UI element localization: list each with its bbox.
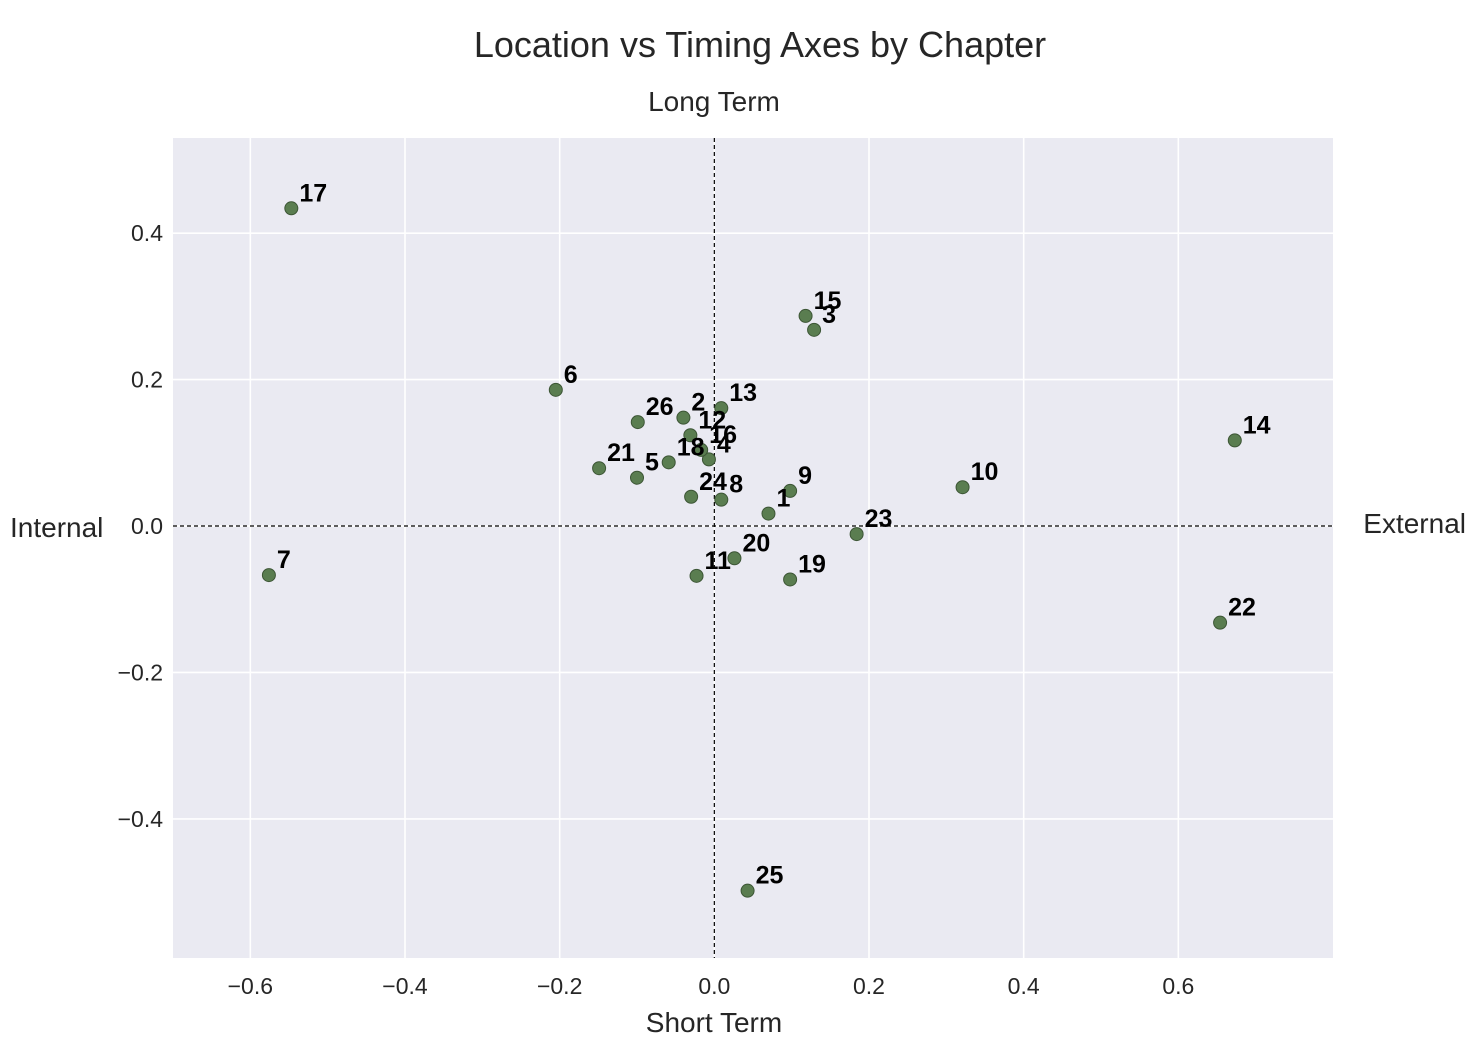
data-point: [714, 401, 729, 416]
point-label: 1: [776, 485, 790, 513]
reference-lines: [173, 138, 1333, 958]
point-label: 14: [1243, 411, 1271, 439]
point-label: 12: [698, 406, 726, 434]
y-tick-label: 0.2: [131, 367, 163, 393]
data-point: [783, 572, 798, 587]
point-label: 11: [705, 547, 732, 575]
x-tick-label: −0.6: [228, 973, 273, 999]
data-point: [661, 455, 676, 470]
top-axis-label: Long Term: [648, 86, 780, 117]
point-label: 7: [277, 546, 291, 574]
point-label: 22: [1228, 594, 1256, 622]
data-point: [676, 410, 691, 425]
data-point: [592, 461, 607, 476]
chart-title: Location vs Timing Axes by Chapter: [474, 24, 1046, 65]
y-tick-labels: −0.4 −0.2 0.0 0.2 0.4: [118, 220, 164, 832]
data-point: [740, 883, 755, 898]
data-point: [955, 480, 970, 495]
point-label: 9: [798, 462, 812, 490]
data-point: [630, 470, 644, 485]
x-tick-label: 0.0: [698, 973, 730, 999]
point-label: 19: [798, 550, 826, 578]
data-point: [1227, 433, 1242, 448]
data-point: [284, 201, 299, 216]
point-label: 5: [645, 449, 659, 477]
x-tick-label: −0.2: [537, 973, 582, 999]
data-point: [761, 506, 776, 521]
point-label: 24: [699, 468, 727, 496]
point-label: 23: [865, 505, 893, 533]
y-tick-label: 0.0: [131, 513, 163, 539]
data-point: [701, 452, 716, 467]
data-point: [714, 492, 729, 507]
point-label: 26: [646, 393, 674, 421]
point-label: 20: [742, 529, 770, 557]
x-axis-label: Short Term: [646, 1007, 782, 1038]
data-point: [807, 322, 822, 337]
point-label: 6: [564, 361, 578, 389]
data-point: [630, 415, 645, 430]
y-tick-label: −0.4: [118, 806, 164, 832]
x-tick-label: 0.4: [1008, 973, 1040, 999]
data-point: [261, 568, 276, 583]
x-tick-label: −0.4: [382, 973, 428, 999]
point-label: 17: [299, 179, 327, 207]
x-tick-label: 0.6: [1162, 973, 1194, 999]
point-label: 2: [691, 389, 705, 417]
point-label: 4: [717, 430, 731, 458]
data-point: [1213, 615, 1228, 630]
point-label: 3: [822, 301, 836, 329]
data-point: [548, 382, 563, 397]
y-tick-label: 0.4: [131, 220, 163, 246]
data-point: [689, 568, 704, 583]
point-label: 21: [607, 439, 635, 467]
point-label: 25: [756, 862, 784, 890]
point-label: 15: [814, 287, 842, 315]
data-point: [683, 428, 698, 443]
data-point: [849, 527, 864, 542]
point-label: 18: [677, 433, 705, 461]
x-tick-labels: −0.6 −0.4 −0.2 0.0 0.2 0.4 0.6: [228, 973, 1195, 999]
data-points: [261, 201, 1242, 898]
point-label: 16: [709, 421, 737, 449]
left-axis-label: Internal: [10, 512, 103, 543]
y-tick-label: −0.2: [118, 659, 163, 685]
data-point: [727, 551, 742, 566]
x-tick-label: 0.2: [853, 973, 885, 999]
data-point: [684, 489, 699, 504]
data-point: [694, 442, 709, 457]
data-point: [783, 483, 798, 498]
point-label: 8: [729, 471, 743, 499]
plot-area: [173, 138, 1333, 958]
point-label: 13: [729, 379, 757, 407]
right-axis-label: External: [1363, 508, 1466, 539]
point-label: 10: [971, 458, 999, 486]
data-point: [798, 308, 813, 323]
